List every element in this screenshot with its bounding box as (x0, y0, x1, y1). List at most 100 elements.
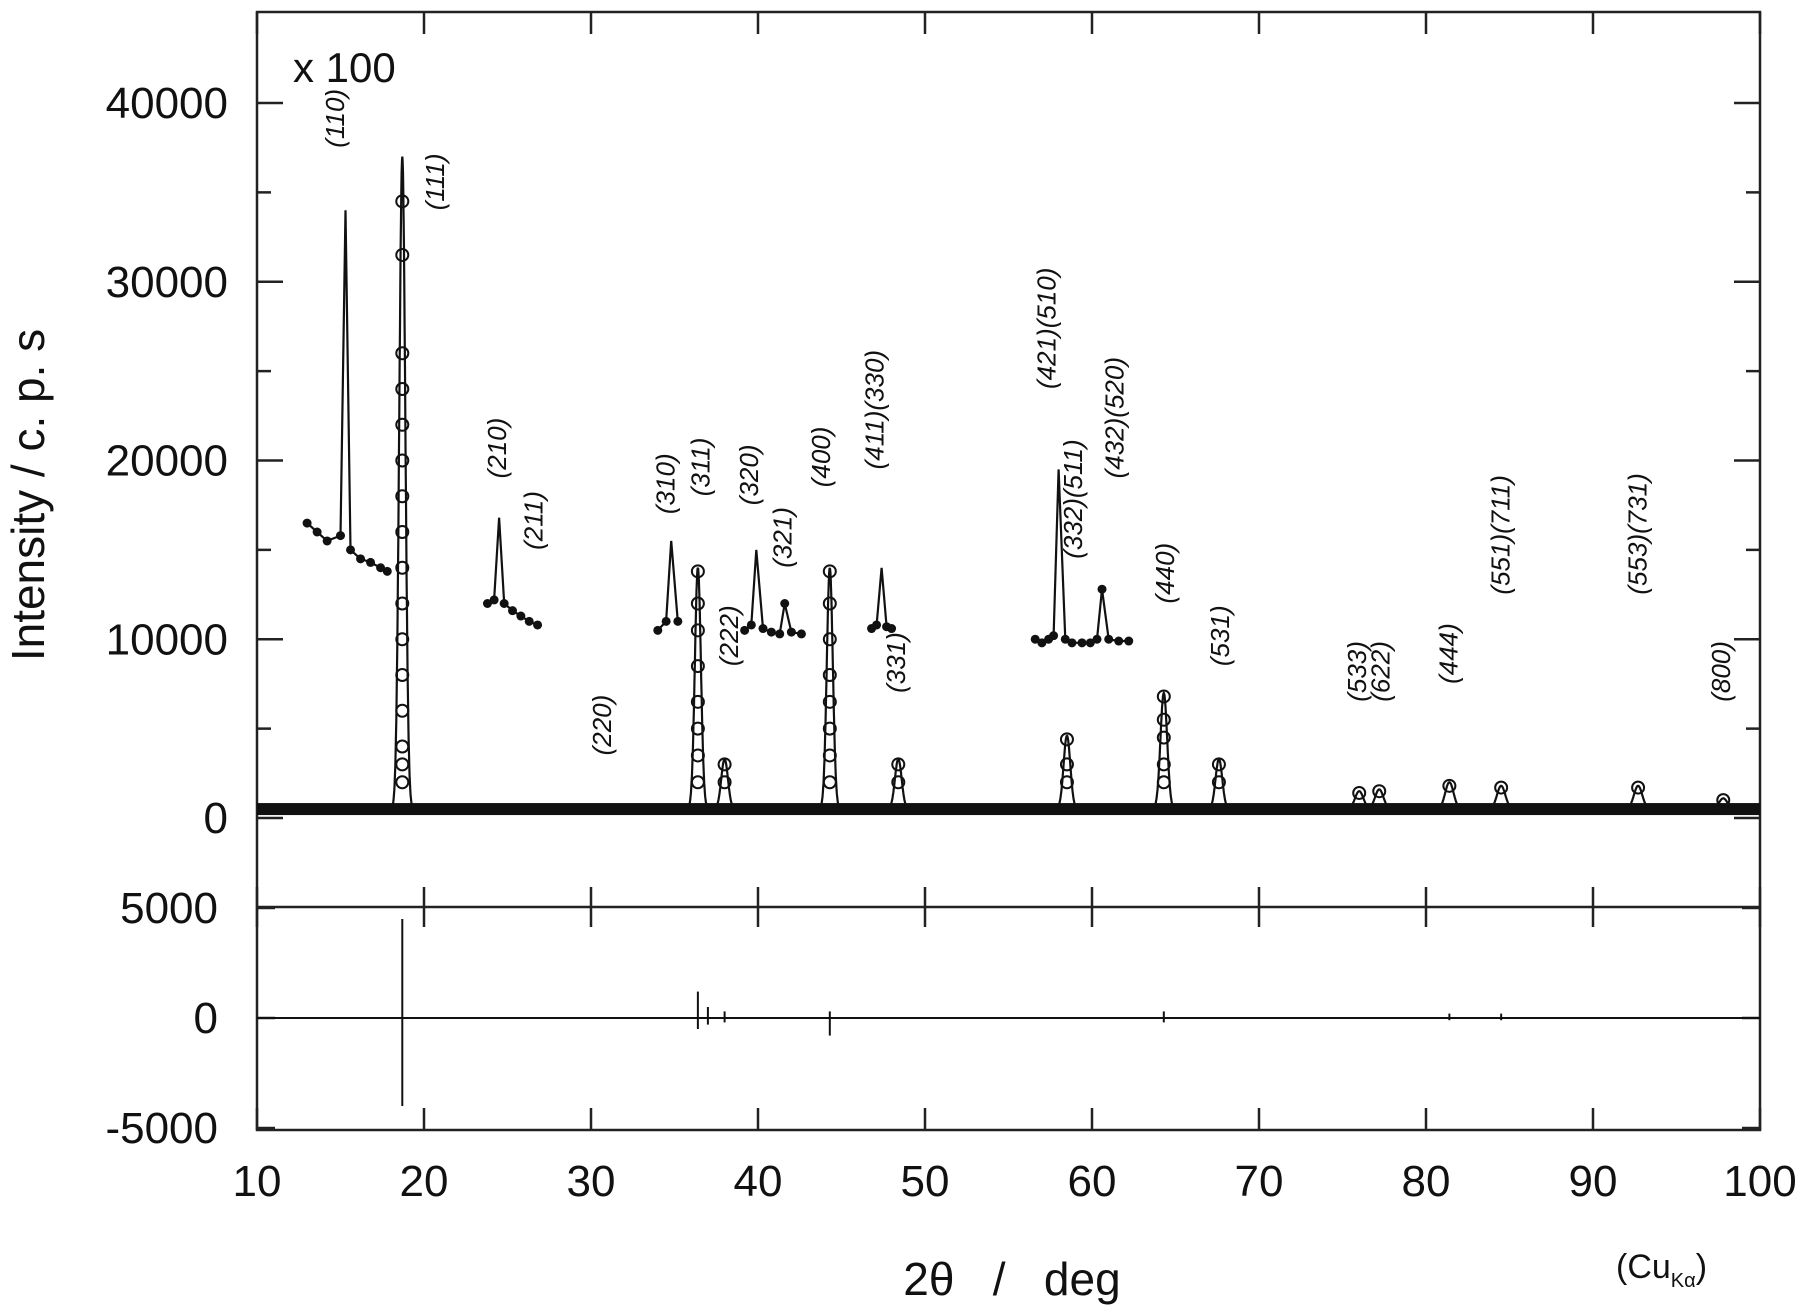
hkl-label: (220) (587, 695, 617, 756)
inset-point (524, 616, 534, 626)
hkl-label: (800) (1706, 641, 1736, 702)
hkl-label: (411)(330) (859, 350, 889, 469)
inset-point (533, 620, 543, 630)
inset-line (870, 567, 892, 630)
radiation-prefix: (Cu (1616, 1248, 1671, 1286)
observed-point (395, 489, 410, 504)
observed-point (395, 703, 410, 718)
inset-point (376, 563, 386, 573)
observed-point (690, 694, 705, 709)
inset-point (312, 527, 322, 537)
observed-point (822, 632, 837, 647)
radiation-subscript: Kα (1671, 1270, 1696, 1292)
observed-point (891, 775, 906, 790)
inset-point (366, 557, 376, 567)
observed-point (822, 721, 837, 736)
inset-point (1124, 636, 1134, 646)
observed-point (395, 194, 410, 209)
hkl-label: (531) (1205, 605, 1235, 666)
y-tick-label: 20000 (106, 437, 228, 486)
hkl-label: (332)(511) (1058, 439, 1088, 558)
observed-point (822, 596, 837, 611)
inset-point (1114, 636, 1124, 646)
observed-point (395, 525, 410, 539)
x-tick-label: 40 (734, 1157, 783, 1206)
observed-point (1372, 784, 1387, 799)
inset-point (746, 620, 756, 630)
hkl-label: (320) (734, 444, 764, 505)
hkl-label: (311) (686, 438, 716, 497)
observed-point (1059, 732, 1074, 747)
inset-point (653, 625, 663, 635)
observed-point (395, 596, 410, 611)
x-tick-label: 60 (1068, 1157, 1117, 1206)
diff-y-tick-label: -5000 (105, 1104, 218, 1153)
axis-ticks (255, 12, 1762, 1130)
diff-y-tick-label: 5000 (120, 884, 218, 933)
hkl-label: (211) (519, 491, 549, 550)
inset-point (356, 554, 366, 564)
hkl-label: (210) (482, 418, 512, 479)
x-tick-label: 100 (1723, 1157, 1796, 1206)
x-tick-label: 30 (567, 1157, 616, 1206)
observed-point (1156, 712, 1171, 727)
inset-point (302, 518, 312, 528)
inset-point (1049, 631, 1059, 641)
observed-point (690, 564, 705, 579)
observed-point (395, 417, 410, 432)
x-tick-label: 80 (1402, 1157, 1451, 1206)
inset-point (1092, 634, 1102, 644)
y-tick-label: 30000 (106, 258, 228, 307)
inset-point (796, 629, 806, 639)
observed-point (690, 596, 705, 611)
calculated-profile (257, 156, 1760, 816)
inset-point (346, 545, 356, 555)
hkl-label: (222) (714, 605, 744, 666)
observed-point (822, 775, 837, 790)
x-tick-label: 90 (1569, 1157, 1618, 1206)
observed-point (1211, 775, 1226, 790)
x-axis-title: 2θ / deg (903, 1253, 1120, 1305)
observed-point (690, 748, 705, 763)
observed-point (1442, 778, 1457, 793)
inset-point (661, 616, 671, 626)
hkl-label: (111) (420, 153, 450, 210)
observed-point (1059, 775, 1074, 790)
hkl-label: (331) (881, 632, 911, 693)
plot-frames (255, 10, 1762, 1132)
hkl-label: (421)(510) (1031, 268, 1061, 389)
inset-point (1104, 634, 1114, 644)
observed-point (395, 757, 410, 772)
observed-point (1156, 730, 1171, 745)
inset-line (306, 210, 388, 573)
multiplier-label: x 100 (293, 44, 396, 91)
observed-point (1059, 757, 1074, 772)
hkl-label: (310) (651, 453, 681, 514)
observed-point (690, 623, 705, 638)
inset-point (887, 624, 897, 634)
observed-point (395, 632, 410, 647)
radiation-suffix: ) (1696, 1248, 1707, 1286)
hkl-label: (622) (1365, 641, 1395, 702)
observed-point (1156, 757, 1171, 772)
x-tick-label: 50 (901, 1157, 950, 1206)
observed-point (1156, 775, 1171, 790)
inset-point (1060, 634, 1070, 644)
hkl-label: (321) (767, 507, 797, 568)
inset-point (1097, 584, 1107, 594)
inset-point (1037, 638, 1047, 648)
difference-curve (257, 919, 1760, 1106)
observed-point (822, 564, 837, 579)
hkl-labels: (110) (111) (210)(211) (220) (310) (311) (222)… (320, 89, 1736, 755)
hkl-label: (533) (1342, 641, 1372, 702)
observed-point (690, 721, 705, 736)
observed-point (822, 694, 837, 709)
inset-point (872, 620, 882, 630)
calculated-line (257, 156, 1760, 811)
inset-point (775, 629, 785, 639)
diff-y-tick-label: 0 (194, 994, 218, 1043)
hkl-label: (432)(520) (1100, 357, 1130, 478)
